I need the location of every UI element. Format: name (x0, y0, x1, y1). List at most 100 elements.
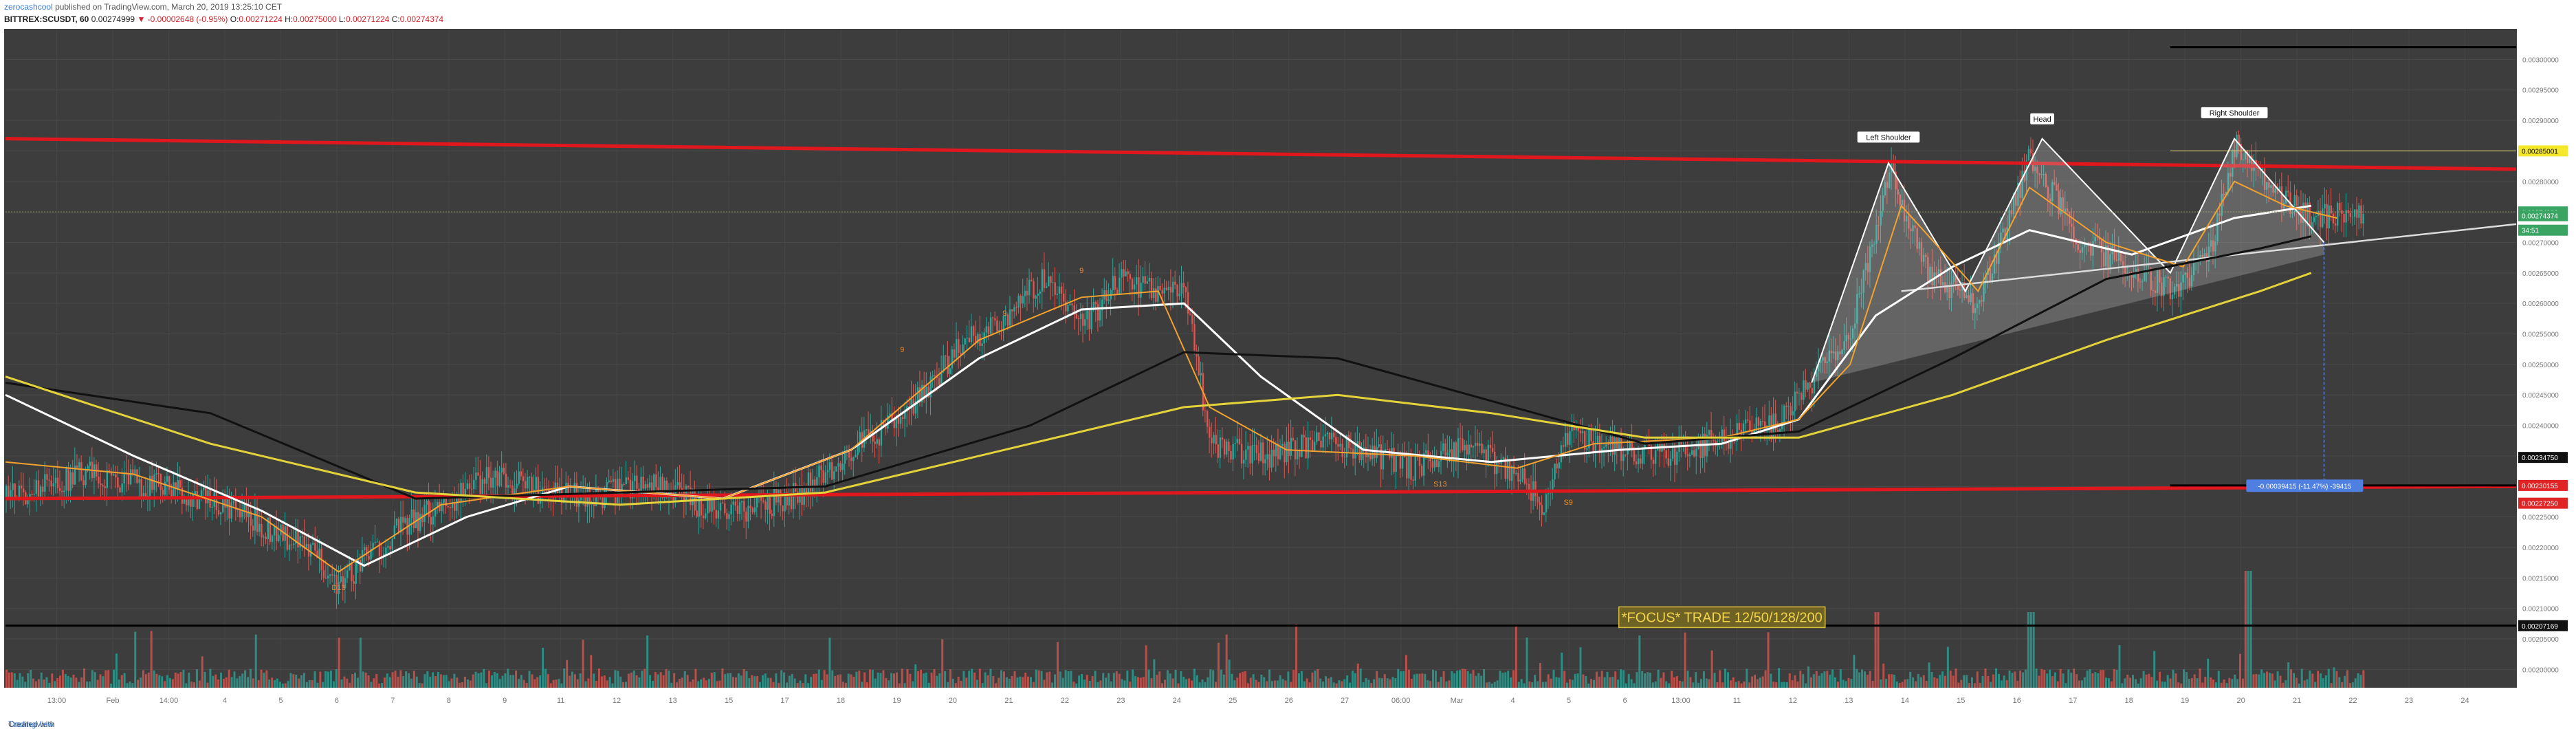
volume-bar (408, 673, 410, 688)
candle-body (511, 486, 514, 494)
volume-bar (359, 638, 362, 688)
candle-body (2040, 174, 2043, 175)
candle-body (818, 465, 820, 477)
candle-body (1472, 446, 1475, 448)
candle-body (1506, 461, 1509, 479)
volume-bar (212, 675, 214, 688)
volume-bar (713, 672, 716, 688)
candle-body (573, 483, 576, 497)
candle-body (1045, 286, 1048, 288)
volume-bar (1735, 682, 1737, 688)
time-axis-tick-label: 6 (335, 697, 339, 705)
volume-bar (1539, 662, 1542, 688)
time-axis-tick-label: 20 (2236, 697, 2245, 705)
candle-body (1474, 443, 1477, 446)
volume-bar (118, 679, 120, 688)
volume-bar (1992, 674, 1995, 688)
candle-body (1693, 450, 1695, 457)
volume-bar (10, 672, 13, 688)
volume-bar (1791, 679, 1794, 688)
volume-bar (1281, 679, 1284, 688)
volume-bar (182, 669, 185, 688)
candle-body (1335, 437, 1337, 444)
volume-bar (134, 631, 137, 688)
candle-body (876, 439, 878, 444)
candle-body (784, 492, 786, 512)
candle-body (1893, 162, 1895, 172)
candle-body (85, 470, 87, 486)
volume-bar (1647, 672, 1649, 688)
candle-body (2008, 210, 2011, 228)
candle-body (679, 482, 681, 488)
volume-bar (230, 677, 233, 688)
candle-body (1830, 350, 1833, 353)
candle-body (1262, 442, 1264, 464)
volume-bar (951, 679, 954, 688)
volume-bar (402, 676, 405, 688)
volume-bar (957, 676, 960, 688)
candle-body (659, 477, 661, 495)
candle-body (1991, 273, 1994, 283)
candle-body (76, 465, 78, 468)
volume-bar (2185, 672, 2188, 688)
candle-body (2282, 203, 2285, 209)
volume-bar (75, 677, 78, 688)
tradingview-logo-text[interactable]: TradingView (8, 719, 54, 729)
candle-body (1824, 357, 1826, 364)
candle-body (648, 482, 651, 488)
candle-body (415, 512, 417, 528)
candle-body (419, 514, 421, 531)
volume-bar (340, 679, 343, 688)
volume-bar (603, 675, 606, 688)
candle-body (2345, 210, 2347, 223)
price-tag-label: 0.00234750 (2522, 455, 2558, 462)
volume-bar (1193, 668, 1196, 688)
candle-body (2156, 270, 2159, 294)
candle-body (878, 439, 881, 446)
candle-body (149, 475, 151, 496)
volume-bar (1895, 681, 1898, 688)
candle-body (1253, 445, 1255, 446)
volume-bar (740, 675, 742, 688)
candle-body (1292, 437, 1295, 441)
candle-body (2238, 134, 2240, 144)
volume-bar (429, 676, 432, 688)
candle-body (2270, 185, 2272, 188)
candle-body (522, 476, 525, 481)
volume-bar (2204, 677, 2207, 688)
volume-bar (1303, 681, 1306, 688)
author-link[interactable]: zerocashcool (4, 2, 53, 12)
candle-body (2165, 276, 2167, 278)
channel-upper-line (5, 137, 2517, 171)
candle-body (1888, 172, 1891, 188)
volume-bar (2121, 683, 2124, 688)
volume-bar (1845, 681, 1847, 688)
volume-bar (2234, 674, 2236, 688)
volume-bar (1118, 673, 1121, 688)
volume-bar (2107, 678, 2110, 688)
candle-body (2092, 241, 2094, 256)
volume-bar (1351, 671, 1354, 688)
volume-bar (399, 670, 402, 688)
volume-bar (1067, 671, 1070, 688)
candle-body (1828, 350, 1831, 362)
candle-body (753, 507, 756, 512)
candle-body (2169, 278, 2172, 299)
volume-bar (1246, 683, 1249, 688)
candle-body (1851, 328, 1854, 339)
volume-bar (1649, 673, 1651, 688)
candle-body (1462, 438, 1464, 450)
volume-bar (1056, 642, 1059, 688)
candle-body (498, 472, 500, 486)
candle-body (389, 546, 391, 550)
candle-body (539, 493, 542, 504)
candle-body (1410, 455, 1412, 480)
volume-bar (1105, 677, 1108, 688)
volume-bar (681, 677, 683, 688)
candle-body (1736, 423, 1738, 442)
candle-body (2199, 254, 2201, 257)
chart-area[interactable]: Left Shoulder Head Right Shoulder *FOCUS* T… (0, 28, 2576, 715)
volume-bar (1517, 682, 1520, 688)
volume-bar (1660, 677, 1662, 688)
